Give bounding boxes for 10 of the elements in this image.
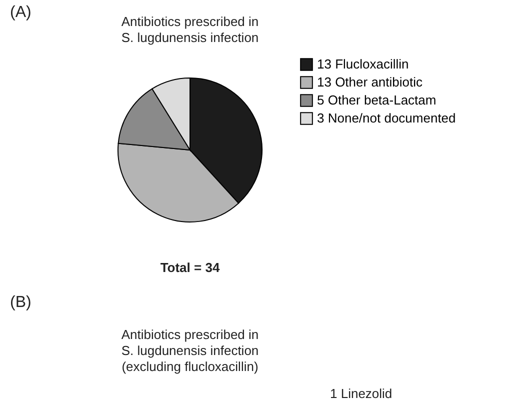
text: Antibiotics prescribed in S. lugdunensis infection (excluding flucloxacillin) bbox=[121, 327, 259, 374]
chart-title: Antibiotics prescribed in S. lugdunensis infection bbox=[121, 14, 259, 45]
text: (B) bbox=[10, 294, 32, 311]
text: Total = 34 bbox=[160, 260, 220, 275]
legend-label: 5 Other beta-Lactam bbox=[317, 92, 436, 108]
text: 1 Linezolid bbox=[330, 386, 392, 401]
text: (A) bbox=[10, 4, 32, 21]
legend-label: 13 Flucloxacillin bbox=[317, 56, 409, 72]
legend-label: 3 None/not documented bbox=[317, 110, 456, 126]
legend-label: 13 Other antibiotic bbox=[317, 74, 424, 90]
